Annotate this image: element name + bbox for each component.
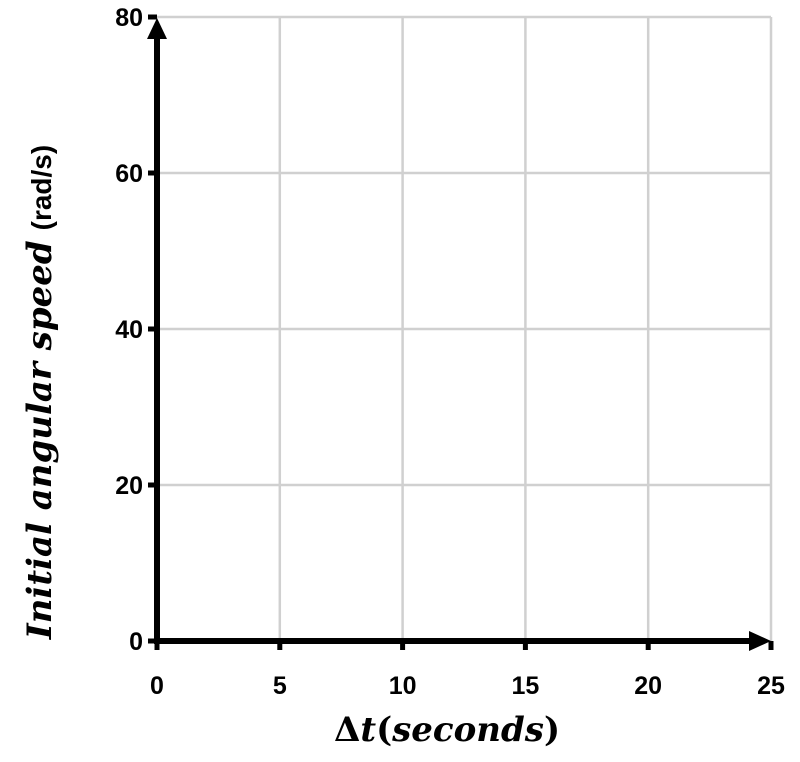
- y-tick-label-60: 60: [115, 160, 143, 188]
- y-tick-label-40: 40: [115, 316, 143, 344]
- y-tick-label-80: 80: [115, 4, 143, 32]
- y-tick-label-20: 20: [115, 472, 143, 500]
- grid: [157, 15, 773, 641]
- x-tick-label-0: 0: [150, 672, 164, 700]
- tick-labels: 0 20 40 60 80 0 5 10 15 20 25: [115, 4, 785, 700]
- y-axis-title-unit: (rad/s): [26, 145, 57, 231]
- x-axis-title-open-paren: (: [376, 710, 392, 750]
- y-axis-arrowhead: [147, 18, 167, 39]
- x-tick-label-25: 25: [757, 672, 785, 700]
- x-axis-title-delta: Δ: [334, 710, 360, 750]
- y-axis-title: Initial angular speed (rad/s): [20, 145, 60, 640]
- x-axis-title-unit: seconds: [391, 710, 544, 750]
- x-tick-label-15: 15: [511, 672, 539, 700]
- y-axis-title-quantity: Initial angular speed: [20, 240, 60, 640]
- x-axis-title-variable: t: [360, 710, 376, 750]
- x-axis-title-close-paren: ): [544, 710, 560, 750]
- x-axis-title: Δt(seconds): [334, 710, 560, 750]
- y-tick-label-0: 0: [129, 628, 143, 656]
- x-tick-label-20: 20: [634, 672, 662, 700]
- x-tick-label-10: 10: [389, 672, 417, 700]
- x-axis-arrowhead: [749, 631, 771, 651]
- axes: [147, 14, 774, 651]
- x-tick-label-5: 5: [273, 672, 287, 700]
